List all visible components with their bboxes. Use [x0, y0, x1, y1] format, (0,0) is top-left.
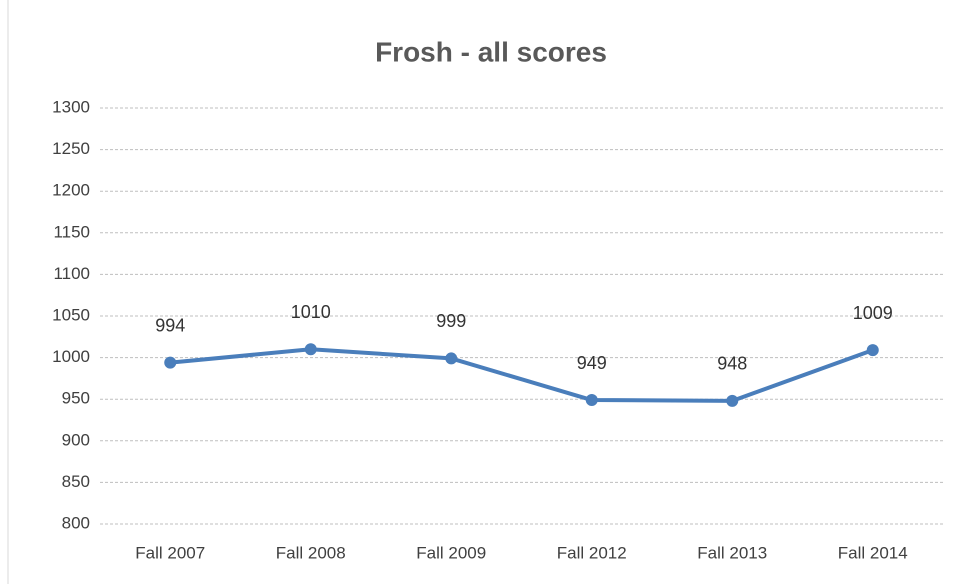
data-point [585, 394, 598, 407]
y-tick-label: 1000 [52, 347, 90, 366]
data-point [304, 343, 317, 356]
data-label: 999 [436, 311, 466, 331]
series-line [170, 347, 874, 403]
y-tick-label: 1100 [53, 264, 90, 283]
x-tick-label: Fall 2012 [557, 543, 627, 562]
y-tick-label: 1150 [53, 222, 90, 241]
x-tick-label: Fall 2007 [135, 543, 205, 562]
y-tick-label: 950 [62, 389, 90, 408]
x-tick-label: Fall 2008 [276, 543, 346, 562]
data-label: 994 [155, 315, 185, 335]
x-tick-label: Fall 2013 [697, 543, 767, 562]
y-tick-label: 1250 [52, 139, 90, 158]
y-tick-label: 850 [62, 472, 90, 491]
data-point [726, 394, 739, 407]
chart-title: Frosh - all scores [375, 36, 607, 67]
y-tick-label: 1050 [52, 305, 90, 324]
data-label: 949 [577, 353, 607, 373]
data-point [866, 344, 879, 357]
data-label: 1010 [291, 302, 331, 322]
data-point [164, 356, 177, 369]
x-tick-label: Fall 2014 [838, 543, 908, 562]
y-tick-label: 900 [62, 430, 90, 449]
y-tick-label: 1200 [52, 181, 90, 200]
data-point [445, 352, 458, 365]
data-label: 948 [717, 354, 747, 374]
x-tick-label: Fall 2009 [416, 543, 486, 562]
y-tick-label: 800 [62, 513, 90, 532]
data-label: 1009 [853, 303, 893, 323]
y-tick-label: 1300 [52, 97, 90, 116]
